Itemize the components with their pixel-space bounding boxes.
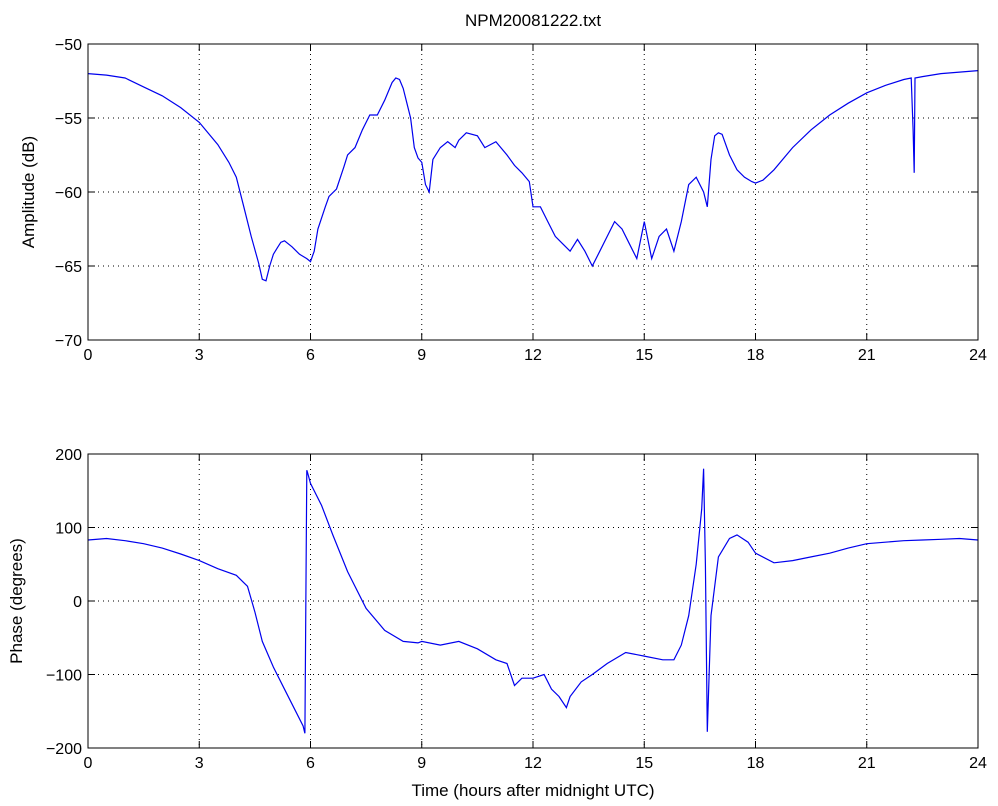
phase-x-tick-label: 18 — [747, 755, 765, 772]
amplitude-grid — [88, 44, 978, 340]
amplitude-ticks: 0 3 6 9 12 15 18 21 24 −50 −55 −60 −65 −70 — [55, 37, 987, 364]
phase-y-tick-label: −200 — [46, 741, 82, 758]
amplitude-x-tick-label: 18 — [747, 347, 765, 364]
chart-title: NPM20081222.txt — [465, 11, 601, 30]
phase-x-tick-label: 21 — [858, 755, 876, 772]
phase-x-tick-label: 12 — [524, 755, 542, 772]
phase-y-tick-label: −100 — [46, 668, 82, 685]
amplitude-x-tick-label: 24 — [969, 347, 987, 364]
phase-x-tick-label: 15 — [635, 755, 653, 772]
amplitude-x-tick-label: 3 — [195, 347, 204, 364]
amplitude-y-tick-label: −60 — [55, 185, 82, 202]
phase-y-tick-label: 200 — [55, 447, 82, 464]
amplitude-x-tick-label: 21 — [858, 347, 876, 364]
phase-x-tick-label: 9 — [417, 755, 426, 772]
amplitude-x-tick-label: 0 — [84, 347, 93, 364]
phase-x-tick-label: 6 — [306, 755, 315, 772]
phase-x-tick-label: 3 — [195, 755, 204, 772]
amplitude-plot: 0 3 6 9 12 15 18 21 24 −50 −55 −60 −65 −70 Amplitude … — [19, 37, 987, 364]
amplitude-y-tick-label: −65 — [55, 259, 82, 276]
phase-grid — [88, 454, 978, 748]
phase-y-tick-label: 0 — [73, 594, 82, 611]
amplitude-x-tick-label: 15 — [635, 347, 653, 364]
phase-y-axis-label: Phase (degrees) — [7, 538, 26, 664]
amplitude-y-tick-label: −55 — [55, 111, 82, 128]
amplitude-x-tick-label: 9 — [417, 347, 426, 364]
amplitude-y-tick-label: −70 — [55, 333, 82, 350]
phase-x-tick-label: 24 — [969, 755, 987, 772]
phase-series-line — [87, 468, 979, 734]
amplitude-y-tick-label: −50 — [55, 37, 82, 54]
amplitude-series-line — [87, 70, 979, 282]
phase-plot: 0 3 6 9 12 15 18 21 24 200 100 0 −100 −200 Phase (deg… — [7, 447, 987, 772]
amplitude-x-tick-label: 6 — [306, 347, 315, 364]
amplitude-y-axis-label: Amplitude (dB) — [19, 136, 38, 248]
amplitude-x-tick-label: 12 — [524, 347, 542, 364]
phase-ticks: 0 3 6 9 12 15 18 21 24 200 100 0 −100 −200 — [46, 447, 987, 772]
phase-x-tick-label: 0 — [84, 755, 93, 772]
phase-y-tick-label: 100 — [55, 521, 82, 538]
x-axis-label: Time (hours after midnight UTC) — [411, 781, 654, 800]
